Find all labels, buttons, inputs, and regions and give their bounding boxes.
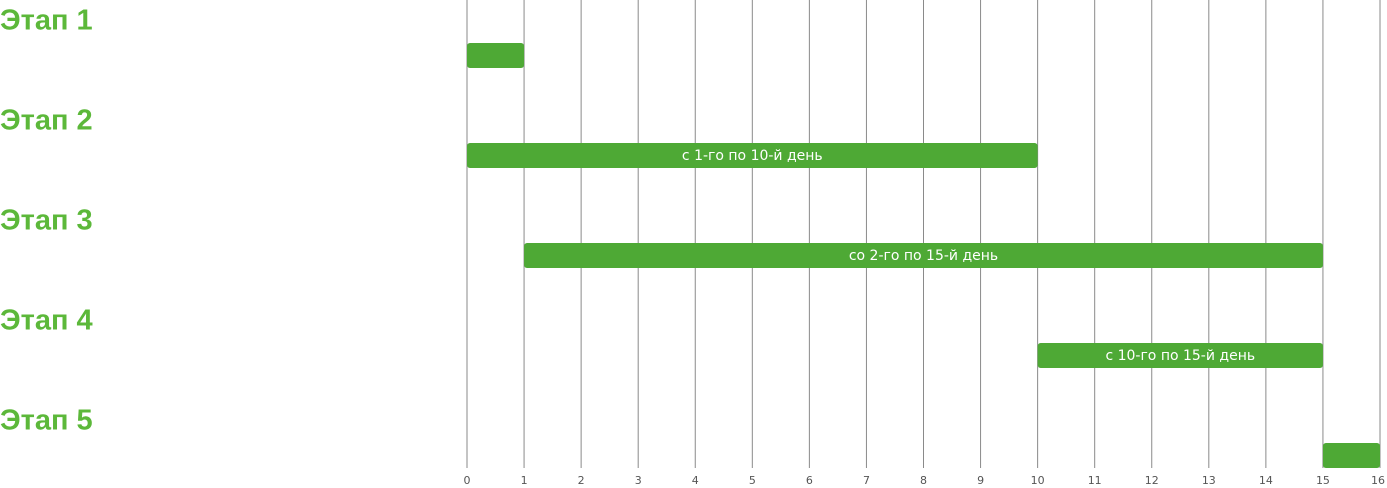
bar [467, 143, 1038, 168]
stage-label: Этап 4 [0, 305, 93, 337]
stage-label: Этап 3 [0, 205, 93, 237]
bar-label: со 2-го по 15-й день [849, 248, 998, 264]
x-tick-label: 15 [1316, 474, 1330, 487]
bar [1037, 343, 1323, 368]
x-tick-label: 16 [1371, 474, 1385, 487]
x-tick-label: 14 [1259, 474, 1273, 487]
x-tick-label: 3 [635, 474, 642, 487]
x-tick-label: 12 [1145, 474, 1159, 487]
x-tick-label: 7 [863, 474, 870, 487]
x-tick-label: 10 [1031, 474, 1045, 487]
x-tick-label: 2 [578, 474, 585, 487]
bar [1322, 443, 1380, 468]
x-tick-label: 0 [464, 474, 471, 487]
x-tick-label: 8 [920, 474, 927, 487]
x-tick-label: 9 [977, 474, 984, 487]
x-tick-label: 6 [806, 474, 813, 487]
bar-label: с 10-го по 15-й день [1105, 348, 1255, 364]
x-tick-label: 4 [692, 474, 699, 487]
x-tick-label: 1 [521, 474, 528, 487]
stage-label: Этап 1 [0, 5, 93, 37]
stage-label: Этап 5 [0, 405, 93, 437]
x-tick-label: 11 [1088, 474, 1102, 487]
stage-label: Этап 2 [0, 105, 93, 137]
x-tick-label: 13 [1202, 474, 1216, 487]
bar-label: с 1-го по 10-й день [682, 148, 823, 164]
bar [524, 243, 1323, 268]
x-tick-label: 5 [749, 474, 756, 487]
bar [467, 43, 525, 68]
